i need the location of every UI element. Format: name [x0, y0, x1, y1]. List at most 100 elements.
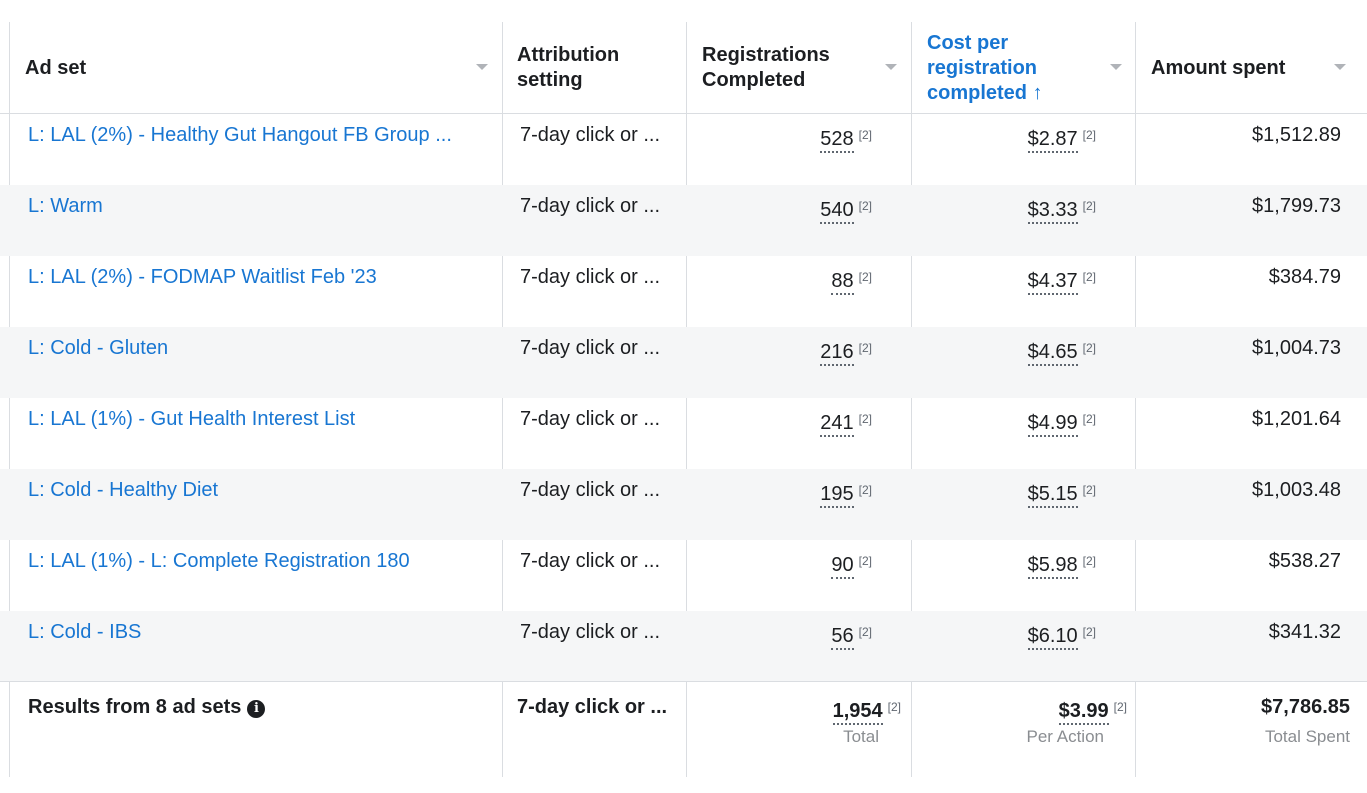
footnote-marker: [2]	[858, 341, 872, 355]
totals-attribution: 7-day click or ...	[517, 696, 668, 718]
totals-amount-caption: Total Spent	[1264, 727, 1350, 746]
cost-per-registration-cell: $5.98 [2]	[1027, 549, 1096, 579]
cost-per-registration-cell: $2.87 [2]	[1027, 123, 1096, 153]
registrations-value[interactable]: 195	[820, 483, 854, 508]
footnote-marker: [2]	[1082, 270, 1096, 284]
registrations-value[interactable]: 528	[820, 128, 854, 153]
footnote-marker: [2]	[1082, 625, 1096, 639]
amount-spent-value: $1,003.48	[1252, 479, 1341, 501]
registrations-value[interactable]: 90	[831, 554, 854, 579]
attribution-setting: 7-day click or ...	[520, 621, 661, 643]
registrations-value[interactable]: 56	[831, 625, 854, 650]
column-divider	[9, 22, 10, 777]
column-header-amount-spent[interactable]: Amount spent	[1151, 22, 1285, 114]
column-header-cost-per-registration[interactable]: Cost per registration completed ↑	[927, 22, 1043, 114]
column-header-attribution[interactable]: Attribution setting	[517, 22, 619, 114]
cost-per-registration-value[interactable]: $4.65	[1027, 341, 1078, 366]
ad-set-name-link[interactable]: L: Cold - Healthy Diet	[28, 479, 219, 501]
totals-registrations-value[interactable]: 1,954	[832, 700, 883, 725]
footnote-marker: [2]	[1082, 199, 1096, 213]
cost-per-registration-value[interactable]: $4.37	[1027, 270, 1078, 295]
cost-per-registration-cell: $5.15 [2]	[1027, 478, 1096, 508]
amount-spent-value: $1,004.73	[1252, 337, 1341, 359]
column-divider	[911, 22, 912, 777]
column-header-label: registration	[927, 56, 1038, 79]
amount-spent-value: $341.32	[1268, 621, 1341, 643]
table-row[interactable]: L: LAL (2%) - FODMAP Waitlist Feb '23 7-d…	[0, 256, 1367, 327]
column-divider	[1135, 22, 1136, 777]
table-row[interactable]: L: Cold - IBS 7-day click or ... 56 [2] $6.1…	[0, 611, 1367, 682]
footnote-marker: [2]	[887, 700, 901, 714]
registrations-value[interactable]: 540	[820, 199, 854, 224]
footnote-marker: [2]	[858, 128, 872, 142]
footnote-marker: [2]	[1082, 341, 1096, 355]
column-header-label: Ad set	[25, 56, 87, 79]
ad-set-name-link[interactable]: L: Cold - IBS	[28, 621, 142, 643]
totals-cost-value[interactable]: $3.99	[1058, 700, 1109, 725]
registrations-cell: 90 [2]	[831, 549, 872, 579]
ad-set-name-link[interactable]: L: LAL (1%) - Gut Health Interest List	[28, 408, 356, 430]
cost-per-registration-cell: $3.33 [2]	[1027, 194, 1096, 224]
cost-per-registration-value[interactable]: $6.10	[1027, 625, 1078, 650]
column-header-registrations[interactable]: Registrations Completed	[702, 22, 830, 114]
sort-ascending-icon: ↑	[1032, 81, 1043, 104]
registrations-value[interactable]: 241	[820, 412, 854, 437]
chevron-down-icon[interactable]	[476, 64, 488, 70]
footnote-marker: [2]	[858, 625, 872, 639]
registrations-value[interactable]: 216	[820, 341, 854, 366]
footnote-marker: [2]	[858, 199, 872, 213]
chevron-down-icon[interactable]	[1110, 64, 1122, 70]
registrations-cell: 540 [2]	[820, 194, 872, 224]
column-divider	[686, 22, 687, 777]
ad-set-name-link[interactable]: L: LAL (2%) - Healthy Gut Hangout FB Gro…	[28, 124, 452, 146]
cost-per-registration-cell: $4.99 [2]	[1027, 407, 1096, 437]
column-header-label: setting	[517, 69, 583, 91]
table-row[interactable]: L: Cold - Gluten 7-day click or ... 216 [2]…	[0, 327, 1367, 398]
attribution-setting: 7-day click or ...	[520, 408, 661, 430]
cost-per-registration-value[interactable]: $3.33	[1027, 199, 1078, 224]
footnote-marker: [2]	[858, 270, 872, 284]
chevron-down-icon[interactable]	[1334, 64, 1346, 70]
table-row[interactable]: L: LAL (1%) - Gut Health Interest List 7-…	[0, 398, 1367, 469]
registrations-value[interactable]: 88	[831, 270, 854, 295]
attribution-setting: 7-day click or ...	[520, 479, 661, 501]
cost-per-registration-value[interactable]: $4.99	[1027, 412, 1078, 437]
column-header-label: Registrations	[702, 44, 830, 66]
attribution-setting: 7-day click or ...	[520, 124, 661, 146]
cost-per-registration-value[interactable]: $5.15	[1027, 483, 1078, 508]
column-header-label: Cost per	[927, 31, 1009, 54]
column-header-ad-set[interactable]: Ad set	[25, 22, 86, 114]
column-header-label: Attribution	[517, 44, 620, 66]
cost-per-registration-cell: $4.65 [2]	[1027, 336, 1096, 366]
cost-per-registration-value[interactable]: $2.87	[1027, 128, 1078, 153]
attribution-setting: 7-day click or ...	[520, 266, 661, 288]
column-header-label: Amount spent	[1151, 56, 1286, 79]
amount-spent-value: $1,799.73	[1252, 195, 1341, 217]
cost-per-registration-value[interactable]: $5.98	[1027, 554, 1078, 579]
ad-set-name-link[interactable]: L: LAL (2%) - FODMAP Waitlist Feb '23	[28, 266, 377, 288]
attribution-setting: 7-day click or ...	[520, 337, 661, 359]
cost-per-registration-cell: $4.37 [2]	[1027, 265, 1096, 295]
registrations-cell: 216 [2]	[820, 336, 872, 366]
attribution-setting: 7-day click or ...	[520, 550, 661, 572]
ad-set-name-link[interactable]: L: Cold - Gluten	[28, 337, 169, 359]
amount-spent-value: $1,201.64	[1252, 408, 1341, 430]
ad-set-name-link[interactable]: L: Warm	[28, 195, 103, 217]
attribution-setting: 7-day click or ...	[520, 195, 661, 217]
footnote-marker: [2]	[858, 554, 872, 568]
table-row[interactable]: L: LAL (1%) - L: Complete Registration 1…	[0, 540, 1367, 611]
ad-set-name-link[interactable]: L: LAL (1%) - L: Complete Registration 1…	[28, 550, 410, 572]
chevron-down-icon[interactable]	[885, 64, 897, 70]
totals-registrations-caption: Total	[843, 727, 879, 746]
table-row[interactable]: L: Warm 7-day click or ... 540 [2] $3.33 [2] $…	[0, 185, 1367, 256]
footnote-marker: [2]	[1082, 483, 1096, 497]
registrations-cell: 241 [2]	[820, 407, 872, 437]
info-icon[interactable]: i	[247, 700, 266, 718]
totals-label: Results from 8 ad sets i	[28, 695, 266, 719]
table-row[interactable]: L: LAL (2%) - Healthy Gut Hangout FB Gro…	[0, 114, 1367, 185]
table-row[interactable]: L: Cold - Healthy Diet 7-day click or ...…	[0, 469, 1367, 540]
footnote-marker: [2]	[1113, 700, 1127, 714]
footnote-marker: [2]	[1082, 412, 1096, 426]
amount-spent-value: $1,512.89	[1252, 124, 1341, 146]
registrations-cell: 88 [2]	[831, 265, 872, 295]
